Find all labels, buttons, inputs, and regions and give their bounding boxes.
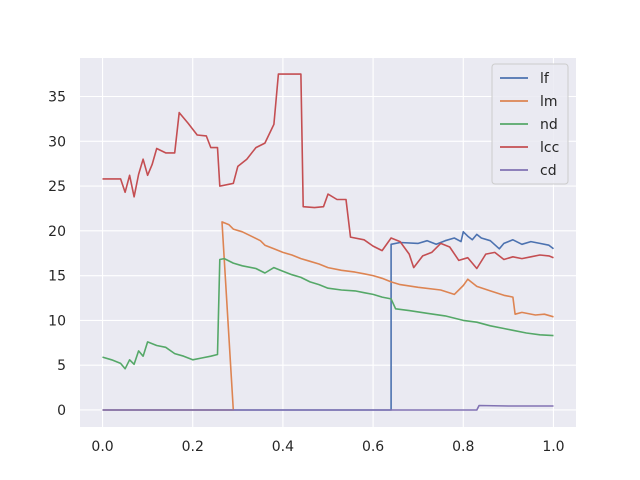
y-axis-ticks: 0 5 10 15 20 25 30 35: [48, 90, 66, 419]
series-line-nd: [102, 257, 554, 370]
series-line-cd: [102, 404, 554, 411]
y-tick-label: 15: [48, 269, 66, 285]
grid: [80, 58, 576, 427]
legend-label-cd: cd: [540, 163, 557, 179]
y-tick-label: 25: [48, 179, 66, 195]
y-tick-label: 35: [48, 90, 66, 106]
x-tick-label: 0.0: [91, 439, 113, 455]
x-tick-label: 1.0: [542, 439, 564, 455]
legend-label-lcc: lcc: [540, 140, 559, 156]
y-tick-label: 0: [57, 403, 66, 419]
series-line-lcc: [102, 73, 554, 270]
x-tick-label: 0.4: [272, 439, 294, 455]
y-tick-label: 20: [48, 224, 66, 240]
x-axis-ticks: 0.0 0.2 0.4 0.6 0.8 1.0: [91, 439, 564, 455]
x-tick-label: 0.2: [182, 439, 204, 455]
legend: lf lm nd lcc cd: [491, 63, 569, 185]
legend-label-lf: lf: [540, 71, 550, 87]
legend-box: [491, 63, 569, 185]
x-tick-label: 0.8: [452, 439, 474, 455]
legend-label-nd: nd: [540, 117, 558, 133]
x-tick-label: 0.6: [362, 439, 384, 455]
y-tick-label: 10: [48, 313, 66, 329]
legend-label-lm: lm: [540, 94, 558, 110]
y-tick-label: 5: [57, 358, 66, 374]
series-line-lm: [102, 221, 554, 411]
series-lines: [102, 73, 554, 411]
y-tick-label: 30: [48, 134, 66, 150]
series-line-lf: [102, 231, 554, 411]
